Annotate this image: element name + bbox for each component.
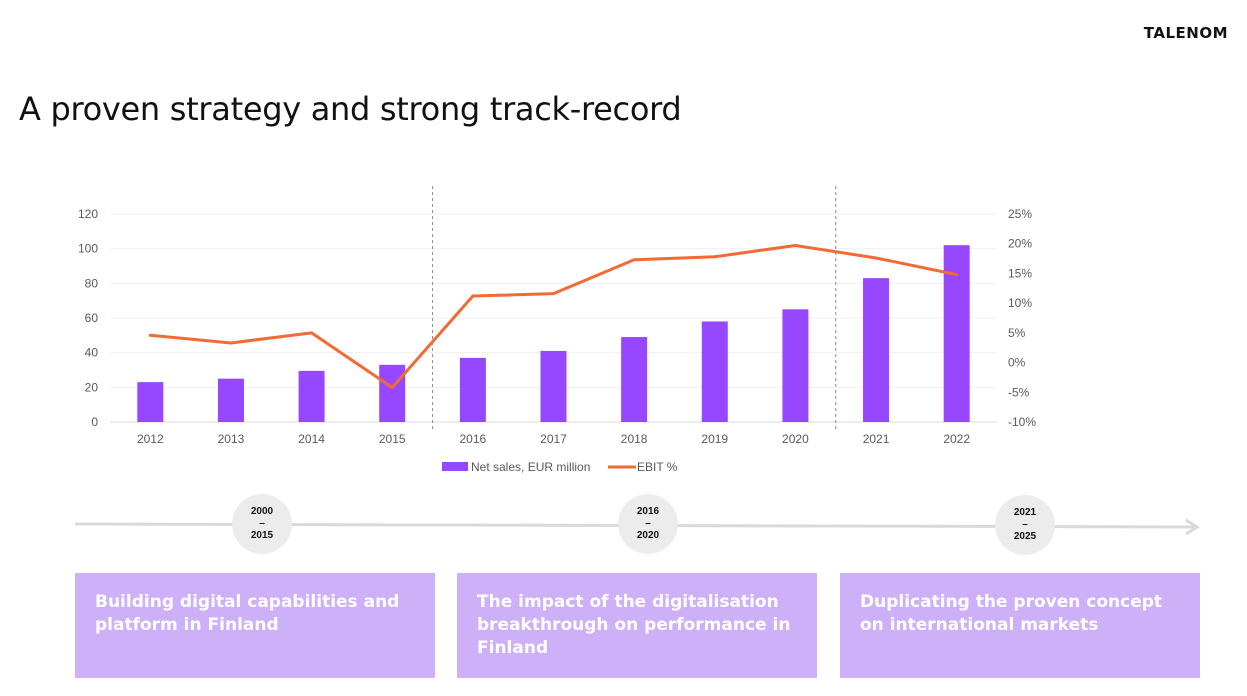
talenom-logo: TALENOM (1143, 24, 1228, 42)
x-tick-label: 2021 (863, 432, 890, 446)
era-badge-3: 2021 – 2025 (995, 495, 1055, 555)
right-tick-label: 0% (1008, 356, 1026, 370)
bar-2013 (217, 378, 244, 422)
bar-2017 (540, 350, 567, 422)
era-badge-2: 2016 – 2020 (618, 494, 678, 554)
x-tick-label: 2013 (218, 432, 245, 446)
bar-2021 (863, 278, 890, 422)
bar-2015 (379, 364, 406, 422)
x-tick-label: 2022 (943, 432, 970, 446)
page-title: A proven strategy and strong track-recor… (19, 90, 682, 128)
x-tick-label: 2015 (379, 432, 406, 446)
bar-2016 (459, 357, 486, 422)
left-tick-label: 80 (85, 276, 99, 290)
x-tick-label: 2016 (460, 432, 487, 446)
left-tick-label: 100 (78, 242, 98, 256)
ebit-point-2019 (713, 255, 717, 259)
bar-2014 (298, 370, 325, 422)
left-tick-label: 20 (85, 380, 99, 394)
chart-legend: Net sales, EUR million EBIT % (442, 460, 678, 474)
bar-2020 (782, 309, 809, 422)
timeline-arrowhead (1185, 518, 1200, 536)
right-tick-label: 5% (1008, 326, 1026, 340)
right-tick-label: 15% (1008, 266, 1032, 280)
x-tick-label: 2017 (540, 432, 567, 446)
legend-label-net-sales: Net sales, EUR million (471, 460, 590, 474)
left-tick-label: 120 (78, 207, 98, 221)
ebit-point-2022 (955, 273, 959, 277)
ebit-point-2017 (552, 292, 555, 296)
era-box-1: Building digital capabilities and platfo… (75, 573, 435, 678)
right-tick-label: -10% (1008, 415, 1036, 429)
era-box-3: Duplicating the proven concept on intern… (840, 573, 1200, 678)
left-axis-ticks: 0 20 40 60 80 100 120 (78, 207, 98, 429)
bar-series (137, 245, 970, 422)
x-tick-label: 2018 (621, 432, 648, 446)
legend-label-ebit: EBIT % (637, 460, 678, 474)
right-tick-label: -5% (1008, 385, 1030, 399)
right-tick-label: 25% (1008, 207, 1032, 221)
era-start: 2016 (636, 506, 660, 517)
ebit-point-2012 (148, 333, 152, 337)
era-box-2: The impact of the digitalisation breakth… (457, 573, 817, 678)
era-end: 2020 (636, 530, 660, 541)
era-start: 2021 (1013, 507, 1037, 518)
ebit-point-2016 (471, 294, 475, 298)
legend-swatch-net-sales (442, 462, 468, 471)
x-tick-label: 2020 (782, 432, 809, 446)
line-series (148, 243, 959, 390)
ebit-point-2018 (632, 258, 636, 262)
x-tick-label: 2012 (137, 432, 164, 446)
x-tick-label: 2014 (298, 432, 325, 446)
left-tick-label: 60 (85, 311, 99, 325)
ebit-point-2015 (390, 386, 394, 390)
ebit-point-2021 (874, 256, 878, 260)
bar-2012 (137, 382, 164, 422)
era-start: 2000 (250, 506, 274, 517)
era-badge-1: 2000 – 2015 (232, 494, 292, 554)
era-dash: – (259, 518, 265, 529)
x-axis-ticks: 2012 2013 2014 2015 2016 2017 2018 2019 2020 2021… (137, 432, 970, 446)
era-dividers (432, 186, 837, 430)
right-tick-label: 20% (1008, 237, 1032, 251)
ebit-point-2013 (229, 341, 233, 345)
bar-2018 (621, 337, 648, 422)
x-tick-label: 2019 (701, 432, 728, 446)
left-tick-label: 40 (85, 346, 99, 360)
era-end: 2015 (250, 530, 274, 541)
ebit-point-2014 (310, 331, 314, 335)
right-axis-ticks: -10% -5% 0% 5% 10% 15% 20% 25% (1008, 207, 1036, 429)
bar-2019 (701, 321, 728, 422)
right-tick-label: 10% (1008, 296, 1032, 310)
ebit-point-2020 (793, 243, 797, 247)
era-dash: – (645, 518, 651, 529)
era-end: 2025 (1013, 531, 1037, 542)
era-dash: – (1022, 519, 1028, 530)
left-tick-label: 0 (91, 415, 98, 429)
